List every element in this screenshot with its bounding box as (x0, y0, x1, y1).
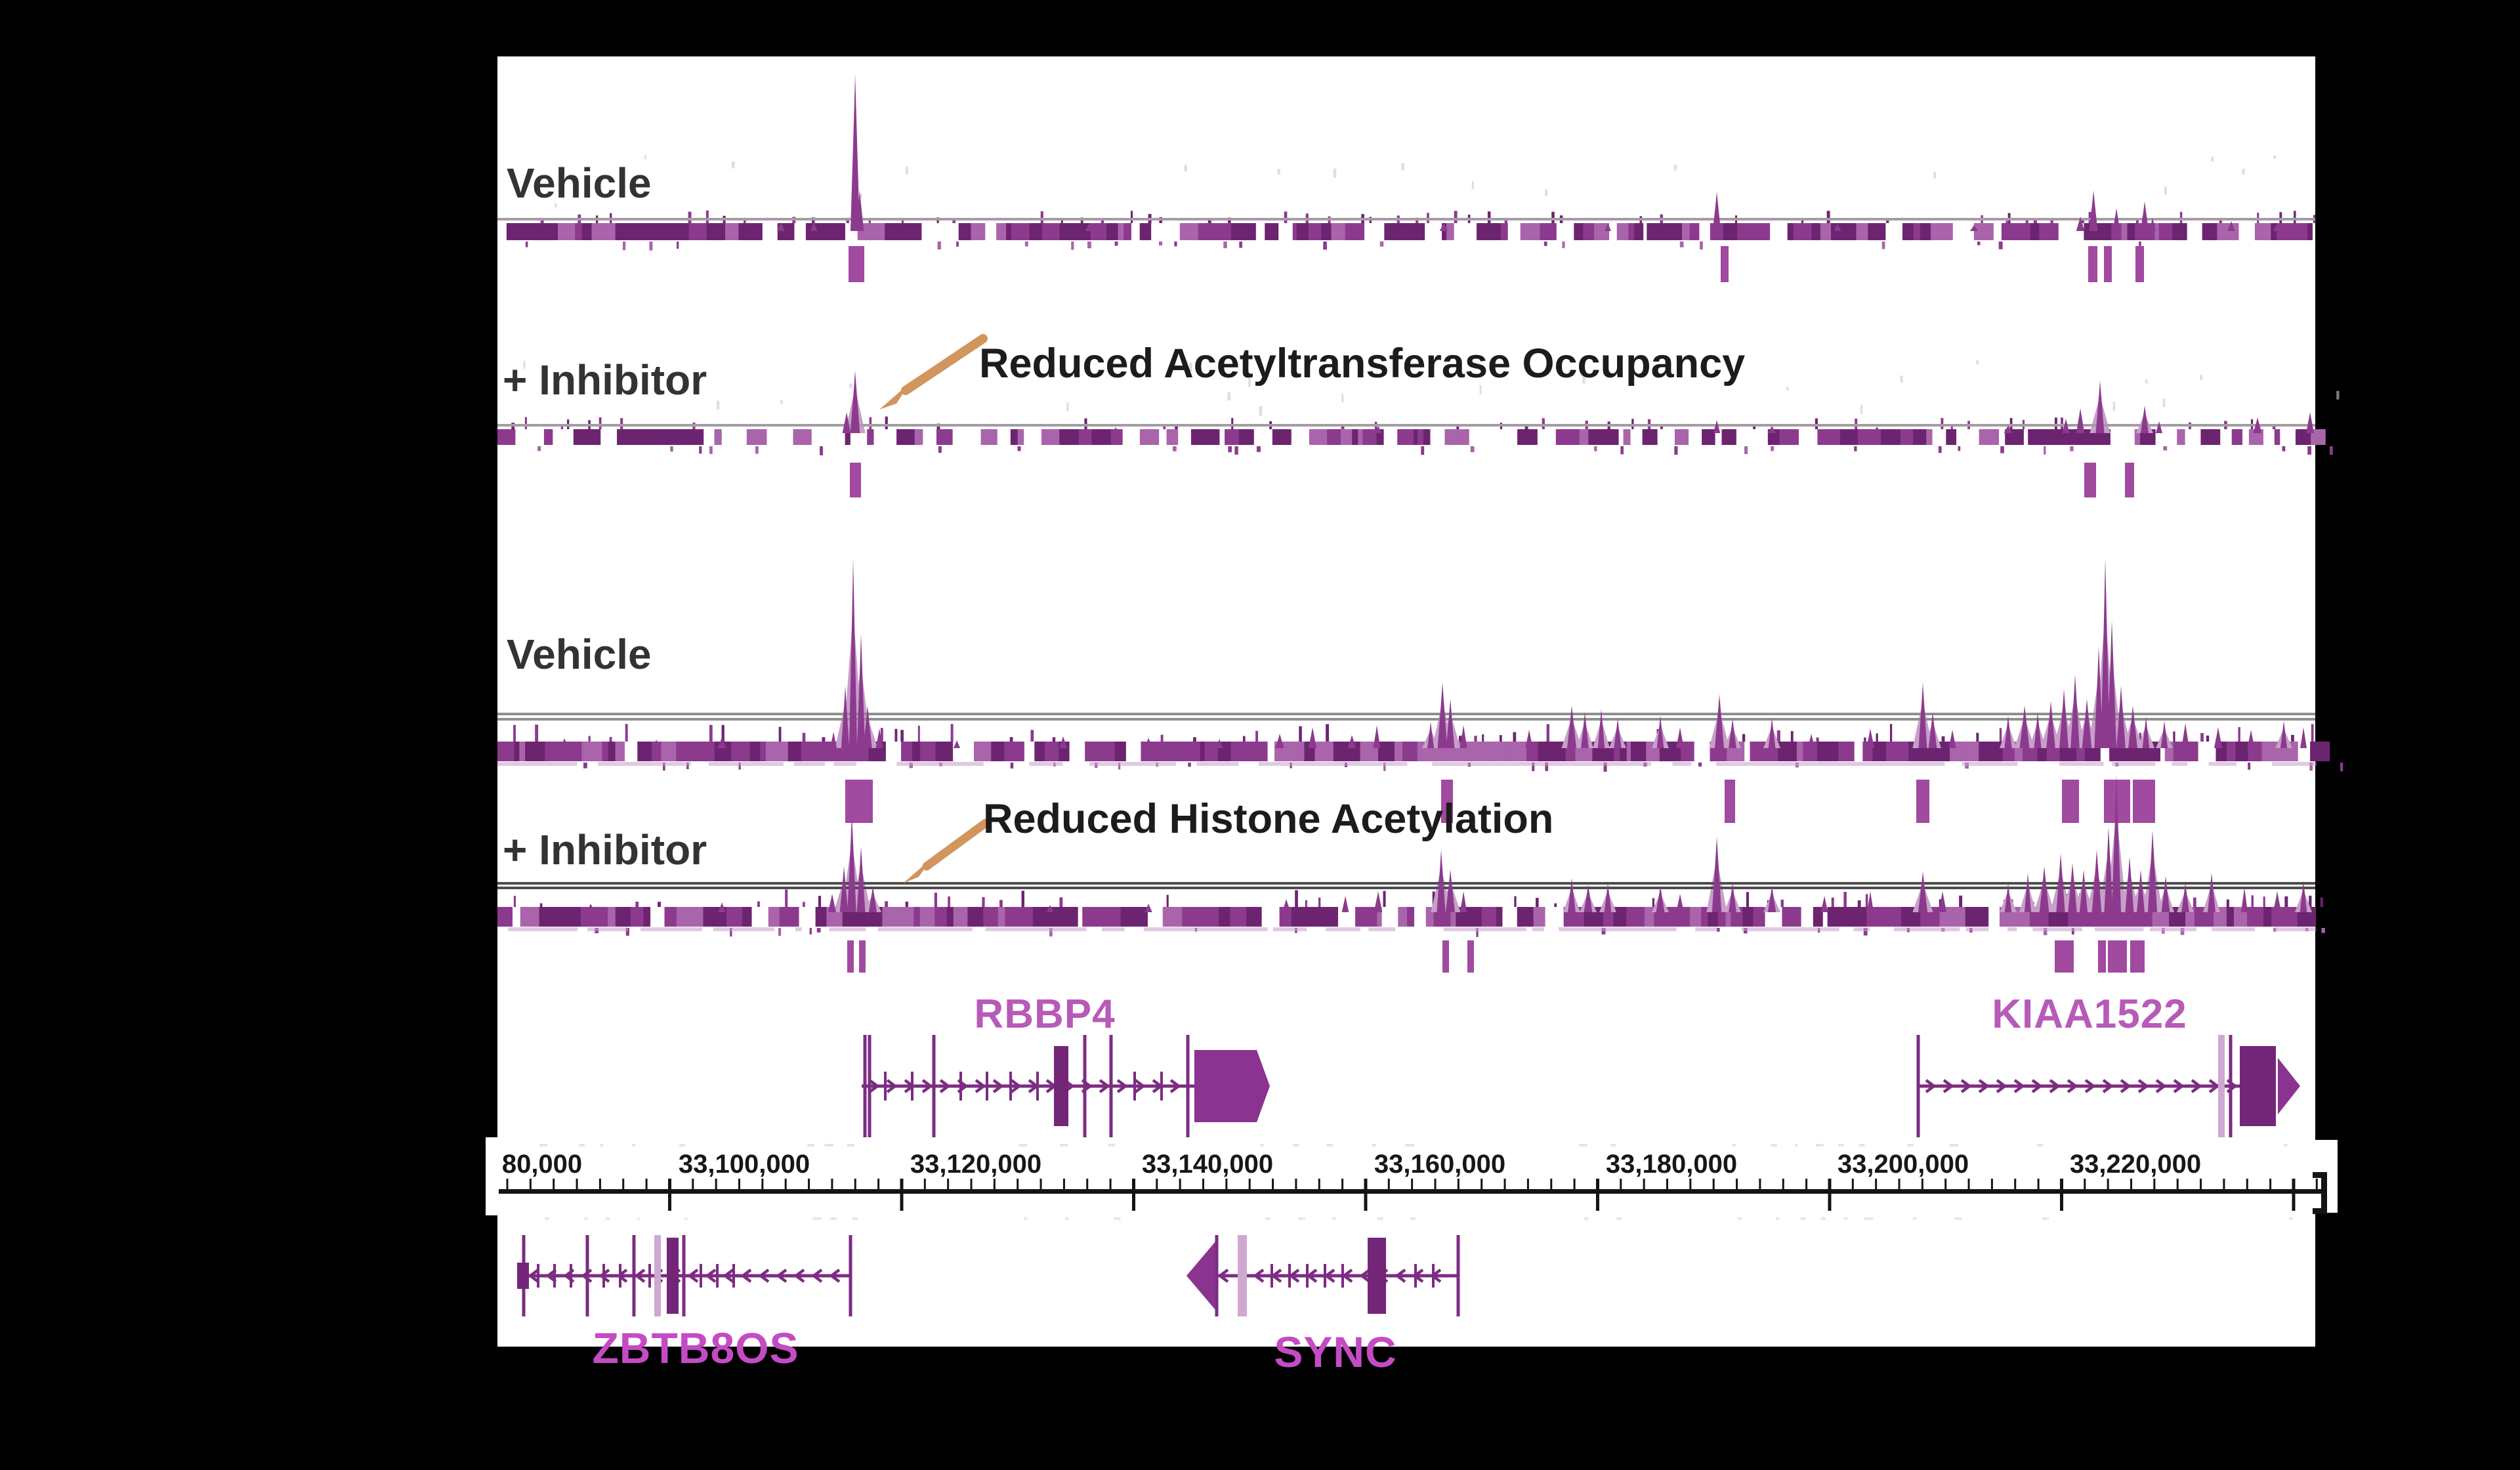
annotation-arrow-occupancy (879, 334, 988, 410)
signal-track-acetyltransferase-vehicle (497, 74, 2316, 251)
peak-calls-acetyltransferase-inhibitor (850, 463, 2134, 497)
annotation-arrow-histone (903, 818, 990, 883)
signal-track-histone-acetylation-vehicle (497, 558, 2343, 772)
axis-tick-label: 33,220,000 (2069, 1150, 2202, 1179)
gene-label-kiaa1522: KIAA1522 (1992, 992, 2187, 1037)
genome-ruler (499, 1144, 2327, 1220)
track-label-inhibitor-2: + Inhibitor (503, 826, 707, 873)
axis-tick-label: 33,160,000 (1374, 1150, 1506, 1179)
gene-label-rbbp4: RBBP4 (974, 992, 1116, 1037)
annotation-occupancy-text: Reduced Acetyltransferase Occupancy (979, 341, 1746, 387)
axis-tick-label: 80,000 (501, 1150, 583, 1179)
browser-panel (497, 56, 2315, 1347)
peak-calls-histone-acetylation-inhibitor (847, 940, 2145, 973)
axis-tick-label: 33,180,000 (1605, 1150, 1738, 1179)
annotation-histone-text: Reduced Histone Acetylation (983, 796, 1554, 842)
axis-tick-label: 33,120,000 (910, 1150, 1042, 1179)
track-label-inhibitor-1: + Inhibitor (503, 356, 707, 404)
ruler-strip-left-notch (486, 1137, 499, 1215)
gene-label-sync: SYNC (1274, 1328, 1397, 1376)
axis-tick-label: 33,100,000 (678, 1150, 810, 1179)
signal-track-histone-acetylation-inhibitor (497, 774, 2325, 937)
axis-tick-label: 33,140,000 (1141, 1150, 1274, 1179)
gene-model-KIAA1522 (1916, 1035, 2300, 1137)
track-label-vehicle-1: Vehicle (507, 159, 652, 207)
peak-calls-acetyltransferase-vehicle (849, 246, 2144, 282)
signal-track-acetyltransferase-inhibitor (497, 360, 2340, 455)
axis-tick-label: 33,200,000 (1837, 1150, 1969, 1179)
gene-label-zbtb8os: ZBTB8OS (592, 1324, 799, 1372)
gene-model-SYNC (1186, 1235, 1460, 1316)
track-label-vehicle-2: Vehicle (507, 631, 652, 678)
gene-model-ZBTB8OS (517, 1235, 852, 1316)
gene-model-RBBP4 (862, 1035, 1270, 1137)
